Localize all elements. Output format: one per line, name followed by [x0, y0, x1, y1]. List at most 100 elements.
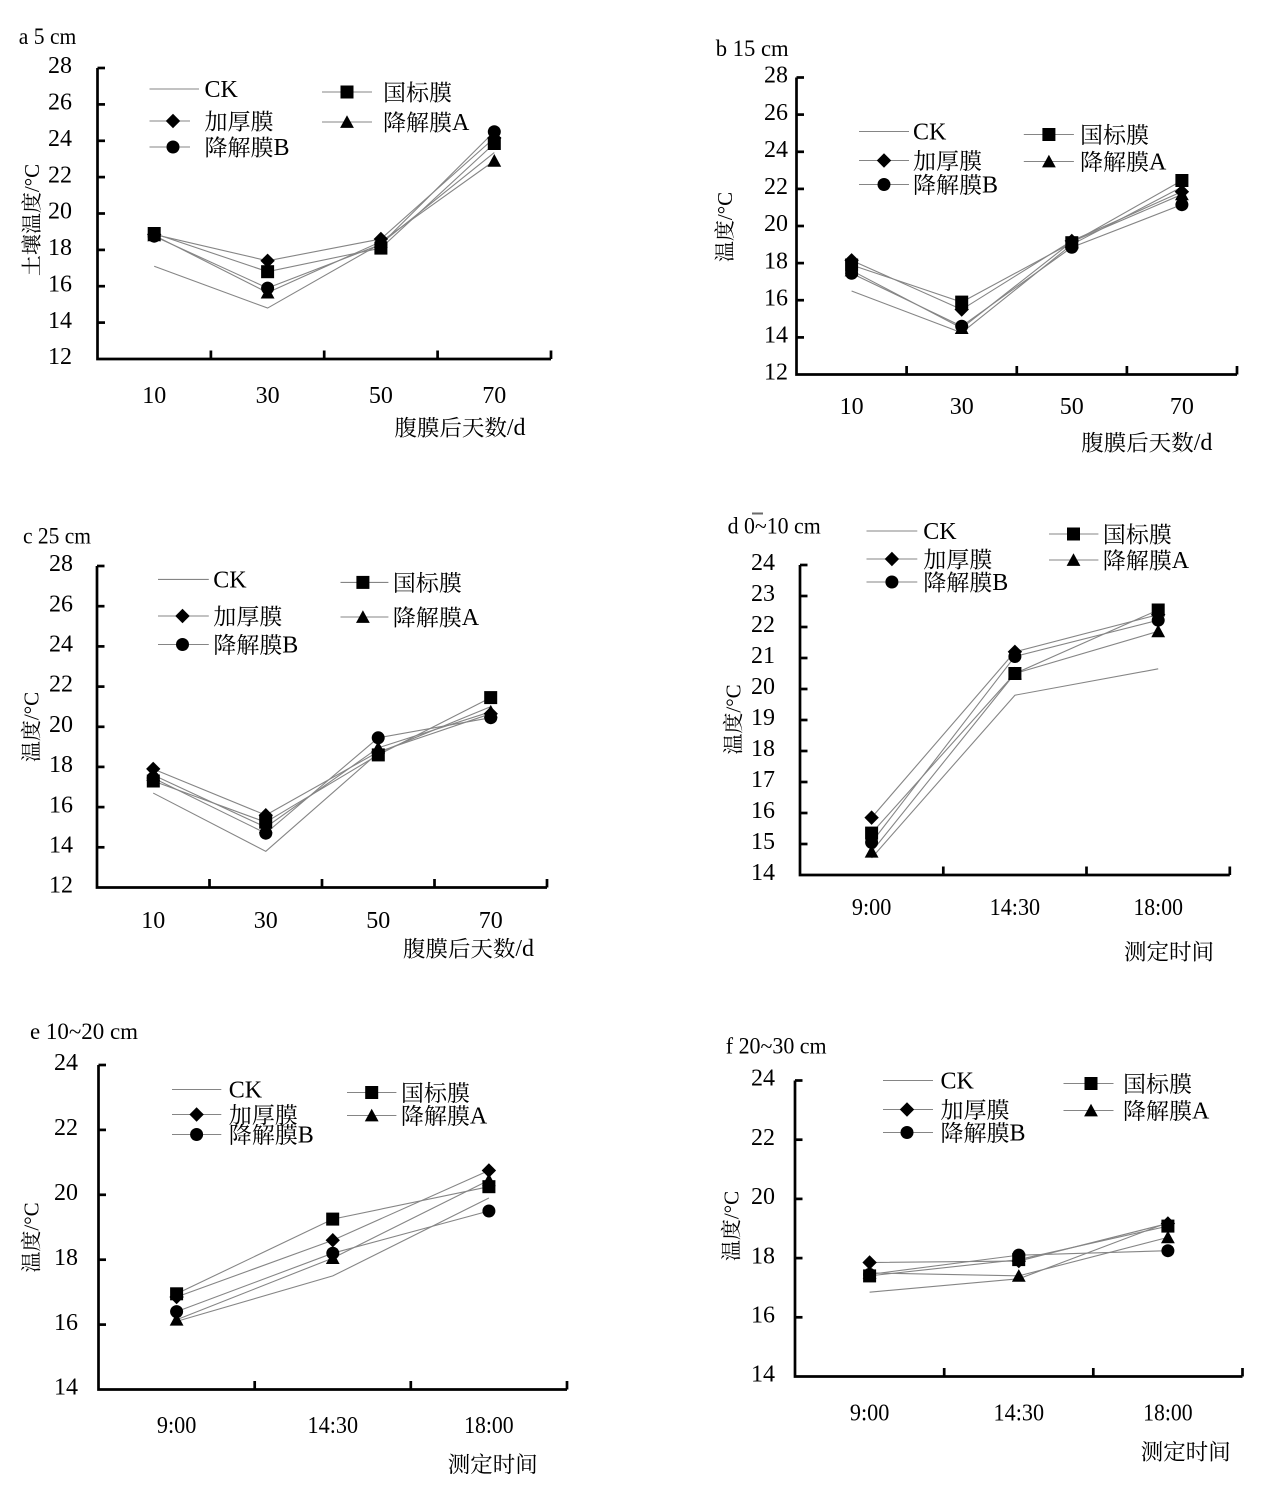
svg-text:12: 12	[764, 360, 788, 386]
svg-text:24: 24	[764, 137, 788, 163]
svg-text:/°C: /°C	[721, 684, 745, 712]
svg-text:d 0~10 cm: d 0~10 cm	[728, 513, 821, 538]
svg-text:30: 30	[256, 383, 280, 409]
svg-text:c 25 cm: c 25 cm	[23, 523, 91, 548]
svg-text:B: B	[992, 570, 1008, 596]
svg-text:e 10~20 cm: e 10~20 cm	[30, 1019, 138, 1044]
svg-text:9:00: 9:00	[852, 895, 892, 921]
svg-text:20: 20	[764, 211, 788, 237]
svg-text:16: 16	[751, 1303, 775, 1329]
svg-text:24: 24	[751, 550, 775, 576]
svg-text:a 5 cm: a 5 cm	[19, 24, 77, 49]
svg-text:28: 28	[48, 53, 72, 79]
svg-text:9:00: 9:00	[850, 1401, 890, 1427]
svg-text:12: 12	[49, 873, 73, 899]
svg-text:18: 18	[751, 736, 775, 762]
svg-text:22: 22	[54, 1115, 78, 1141]
svg-text:18:00: 18:00	[464, 1413, 514, 1439]
svg-text:14:30: 14:30	[308, 1413, 359, 1439]
svg-text:17: 17	[751, 767, 775, 793]
svg-text:A: A	[452, 110, 470, 136]
svg-text:9:00: 9:00	[157, 1413, 197, 1439]
svg-text:10: 10	[141, 908, 165, 934]
svg-text:f 20~30 cm: f 20~30 cm	[726, 1033, 827, 1058]
svg-text:22: 22	[751, 1125, 775, 1151]
svg-text:50: 50	[1060, 394, 1084, 420]
svg-text:18: 18	[49, 752, 73, 778]
svg-text:26: 26	[764, 100, 788, 126]
svg-text:70: 70	[482, 383, 506, 409]
svg-text:/°C: /°C	[19, 1202, 43, 1230]
svg-text:16: 16	[49, 792, 73, 818]
svg-text:30: 30	[950, 394, 974, 420]
svg-text:10: 10	[142, 383, 166, 409]
svg-text:18: 18	[764, 248, 788, 274]
svg-text:14: 14	[751, 860, 775, 886]
svg-text:/°C: /°C	[19, 692, 43, 720]
svg-text:23: 23	[751, 581, 775, 607]
svg-text:24: 24	[49, 632, 73, 658]
svg-text:18: 18	[751, 1243, 775, 1269]
svg-text:CK: CK	[923, 519, 957, 545]
svg-text:30: 30	[254, 908, 278, 934]
svg-text:24: 24	[54, 1050, 78, 1076]
svg-text:16: 16	[764, 285, 788, 311]
svg-text:CK: CK	[205, 77, 239, 103]
svg-text:A: A	[1172, 548, 1190, 574]
svg-text:B: B	[982, 173, 998, 199]
svg-text:/d: /d	[1194, 430, 1213, 456]
svg-text:21: 21	[751, 643, 775, 669]
svg-text:22: 22	[49, 672, 73, 698]
svg-text:/°C: /°C	[20, 164, 44, 192]
svg-text:50: 50	[369, 383, 393, 409]
svg-text:14: 14	[48, 308, 72, 334]
svg-text:/°C: /°C	[713, 192, 737, 220]
svg-text:14:30: 14:30	[990, 895, 1041, 921]
svg-text:14: 14	[54, 1375, 78, 1401]
svg-text:/d: /d	[515, 936, 534, 962]
svg-text:16: 16	[48, 271, 72, 297]
svg-text:B: B	[282, 633, 298, 659]
svg-text:28: 28	[49, 551, 73, 577]
svg-text:50: 50	[366, 908, 390, 934]
svg-text:CK: CK	[941, 1069, 975, 1095]
svg-text:19: 19	[751, 705, 775, 731]
svg-text:A: A	[1149, 150, 1167, 176]
svg-text:CK: CK	[229, 1078, 263, 1104]
svg-text:26: 26	[48, 90, 72, 116]
svg-text:CK: CK	[213, 568, 247, 594]
svg-text:CK: CK	[913, 120, 947, 146]
svg-text:20: 20	[54, 1180, 78, 1206]
svg-text:22: 22	[48, 162, 72, 188]
svg-text:B: B	[274, 135, 290, 161]
svg-text:20: 20	[48, 199, 72, 225]
svg-text:A: A	[470, 1104, 488, 1130]
svg-text:12: 12	[48, 344, 72, 370]
svg-text:14: 14	[751, 1362, 775, 1388]
svg-text:18: 18	[54, 1245, 78, 1271]
svg-text:/d: /d	[507, 415, 526, 441]
svg-text:28: 28	[764, 63, 788, 89]
svg-text:18:00: 18:00	[1143, 1401, 1193, 1427]
svg-text:18: 18	[48, 235, 72, 261]
svg-text:15: 15	[751, 829, 775, 855]
svg-text:70: 70	[479, 908, 503, 934]
svg-text:24: 24	[751, 1066, 775, 1092]
svg-text:14: 14	[764, 323, 788, 349]
svg-text:20: 20	[49, 712, 73, 738]
svg-text:10: 10	[840, 394, 864, 420]
svg-text:24: 24	[48, 126, 72, 152]
svg-text:14: 14	[49, 833, 73, 859]
svg-text:22: 22	[764, 174, 788, 200]
svg-text:A: A	[1192, 1099, 1210, 1125]
svg-text:A: A	[462, 605, 480, 631]
svg-text:B: B	[298, 1123, 314, 1149]
svg-text:B: B	[1010, 1121, 1026, 1147]
svg-text:26: 26	[49, 591, 73, 617]
svg-text:16: 16	[751, 798, 775, 824]
svg-text:20: 20	[751, 1184, 775, 1210]
svg-text:20: 20	[751, 674, 775, 700]
svg-text:/°C: /°C	[719, 1191, 743, 1219]
svg-text:70: 70	[1170, 394, 1194, 420]
svg-text:18:00: 18:00	[1133, 895, 1183, 921]
